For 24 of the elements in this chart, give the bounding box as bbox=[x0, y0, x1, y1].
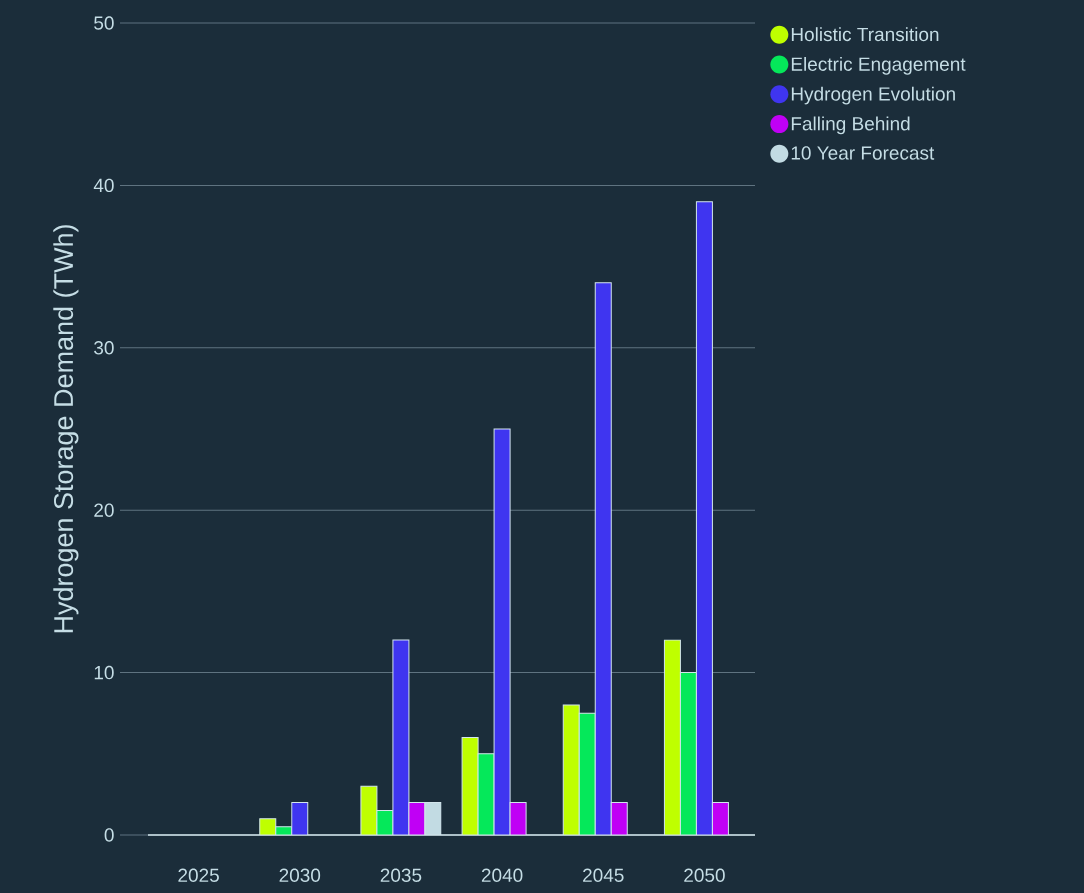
bar bbox=[679, 672, 697, 835]
y-tick-label: 20 bbox=[94, 503, 114, 517]
bar bbox=[578, 712, 596, 835]
y-tick-label: 0 bbox=[104, 828, 114, 842]
x-tick-label: 2045 bbox=[583, 868, 624, 882]
y-tick-label: 10 bbox=[94, 665, 114, 680]
legend-label: 10 Year Forecast bbox=[791, 146, 935, 160]
y-tick-label: 50 bbox=[94, 16, 114, 30]
bar bbox=[695, 201, 713, 835]
x-tick-label: 2040 bbox=[481, 868, 523, 882]
x-tick-label: 2050 bbox=[684, 868, 725, 882]
bar bbox=[594, 282, 612, 835]
y-tick-label: 30 bbox=[94, 341, 114, 355]
y-axis-title: Hydrogen Storage Demand (TWh) bbox=[53, 225, 79, 633]
legend-label: Hydrogen Evolution bbox=[791, 86, 955, 105]
y-tick-label: 40 bbox=[93, 178, 114, 193]
x-tick-label: 2035 bbox=[380, 868, 422, 882]
bar bbox=[562, 704, 580, 835]
legend-label: Falling Behind bbox=[791, 116, 910, 135]
bar bbox=[663, 639, 681, 835]
legend-label: Holistic Transition bbox=[791, 27, 939, 42]
x-tick-label: 2025 bbox=[178, 868, 219, 882]
x-tick-label: 2030 bbox=[279, 868, 321, 882]
legend-label: Electric Engagement bbox=[791, 56, 966, 75]
